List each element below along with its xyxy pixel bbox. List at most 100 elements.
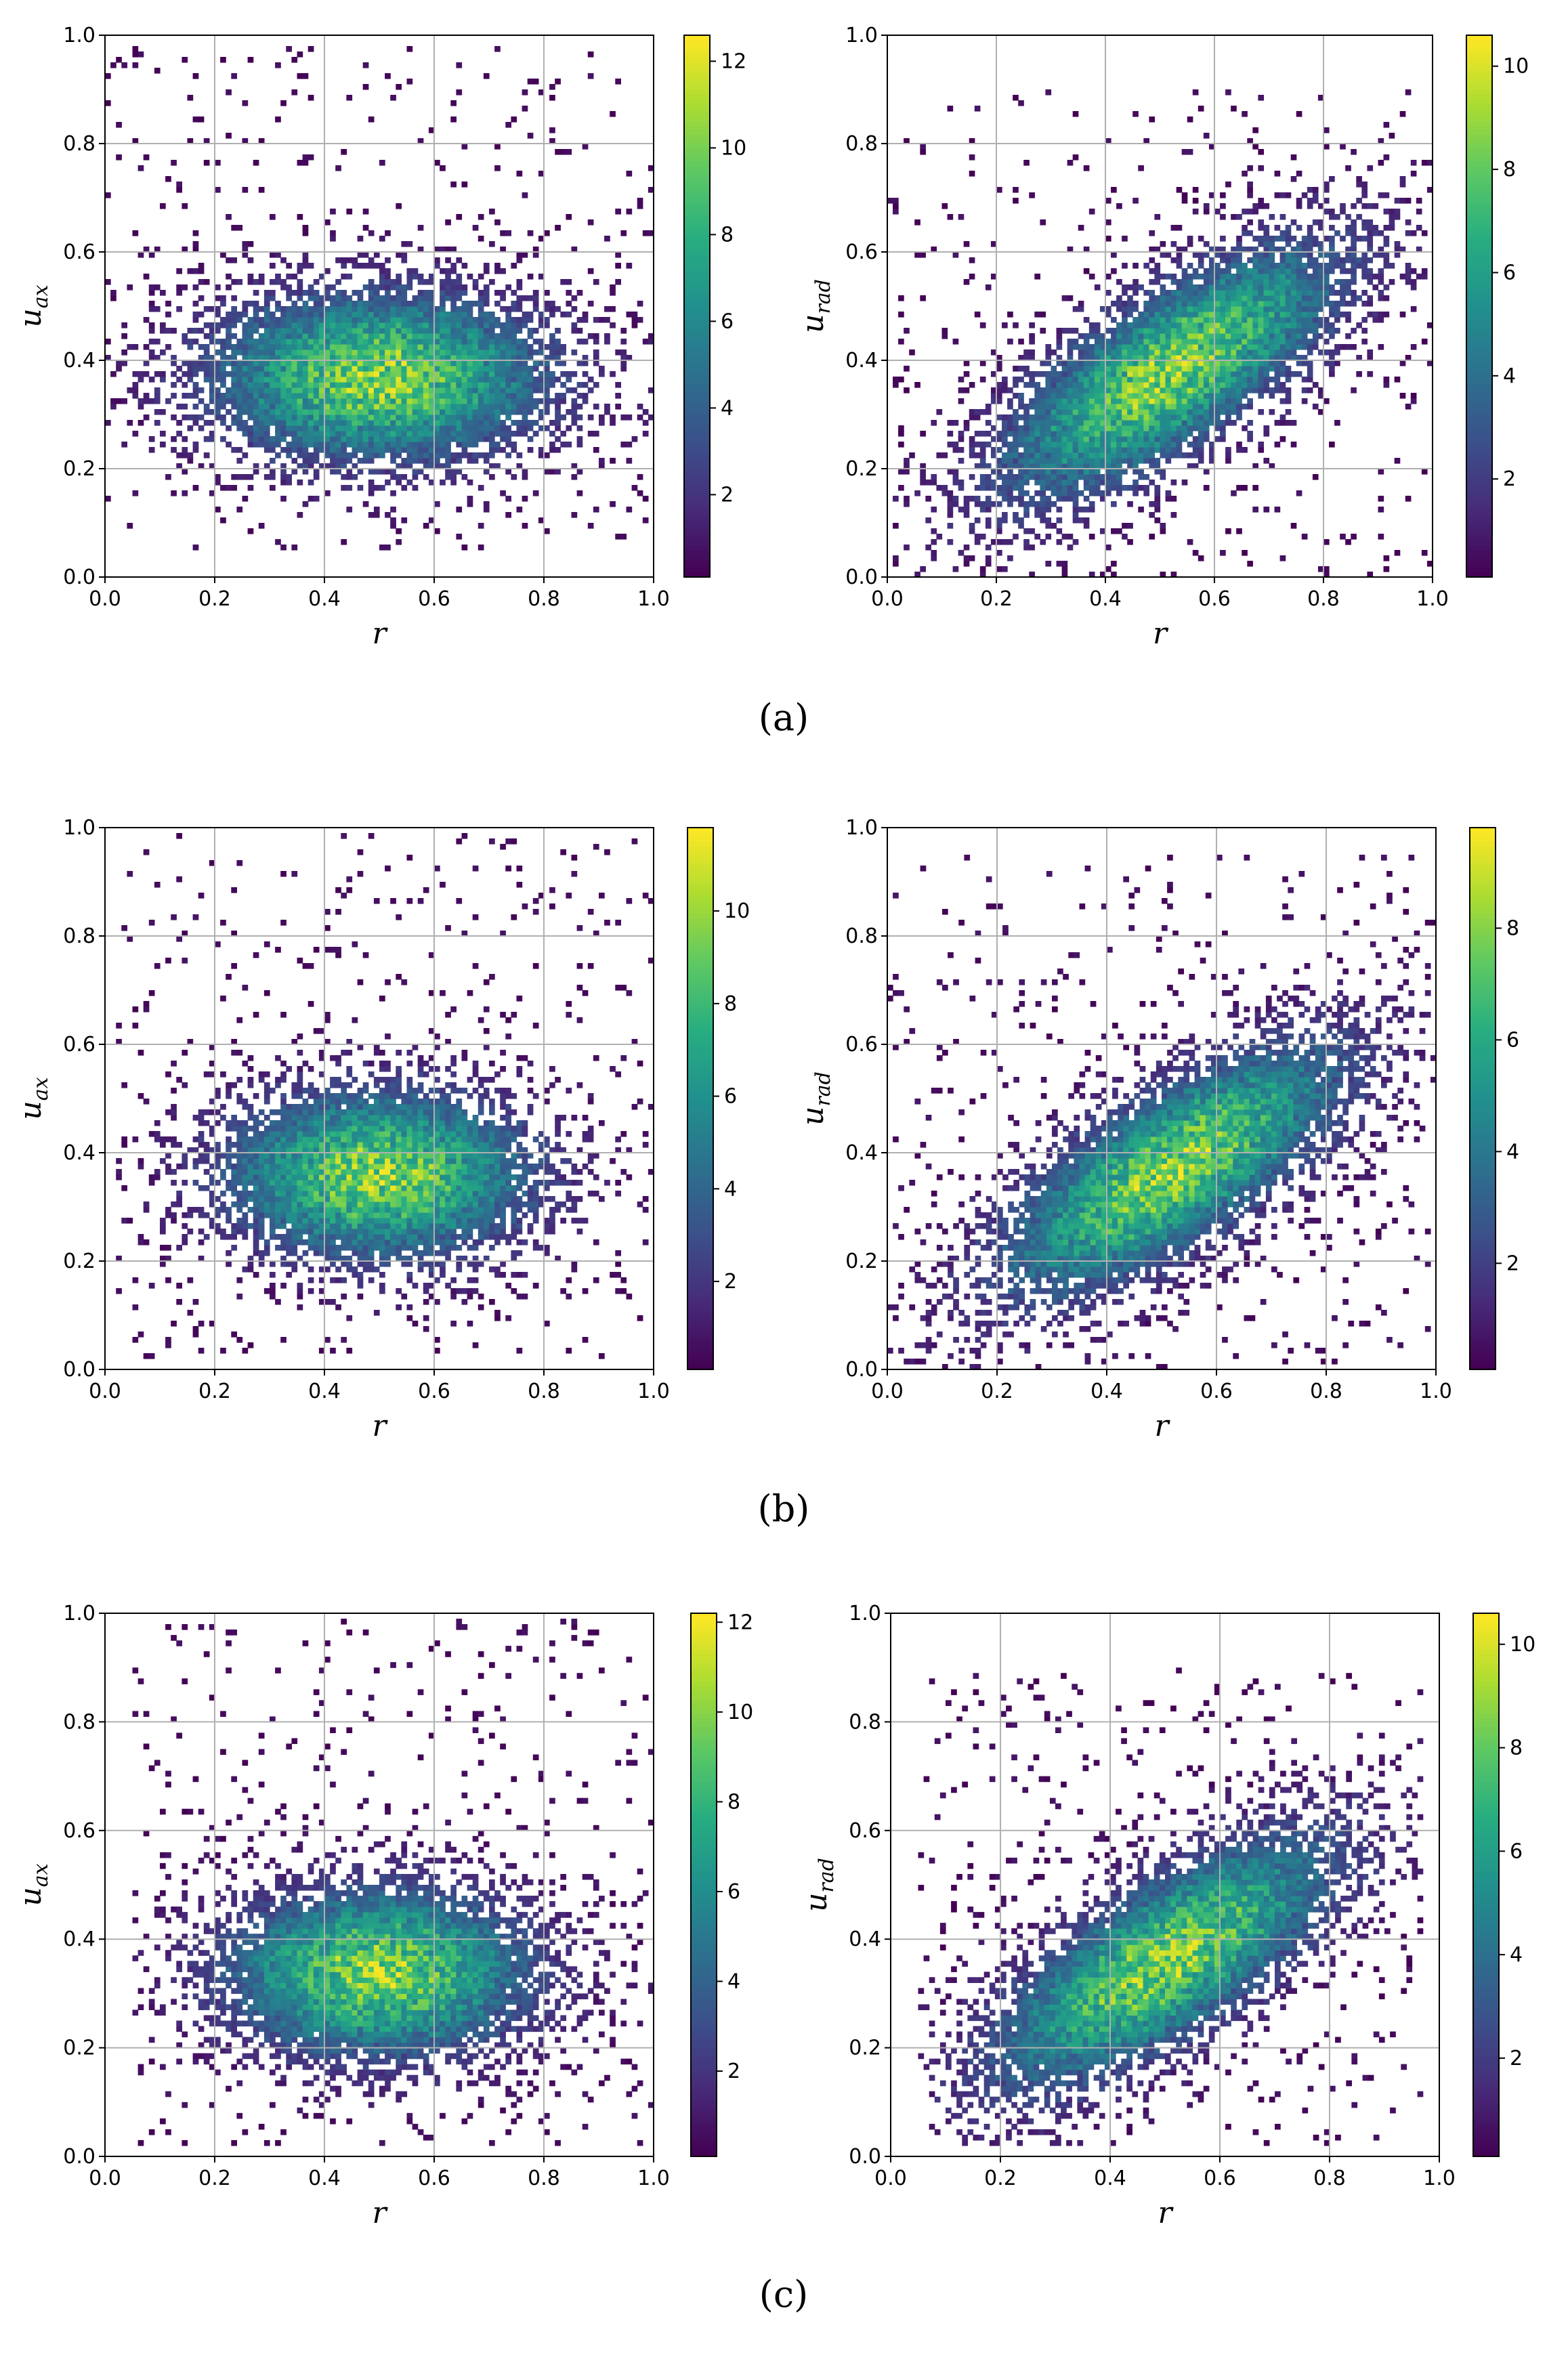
heatmap-cell xyxy=(1013,512,1019,518)
heatmap-cell xyxy=(1034,404,1040,410)
heatmap-cell xyxy=(270,404,276,410)
heatmap-cell xyxy=(1301,355,1308,361)
heatmap-cell xyxy=(297,73,303,79)
heatmap-cell xyxy=(1317,295,1324,301)
heatmap-cell xyxy=(1285,230,1292,236)
heatmap-cell xyxy=(478,366,484,372)
heatmap-cell xyxy=(1149,463,1156,469)
heatmap-cell xyxy=(920,566,926,572)
heatmap-cell xyxy=(1231,387,1237,393)
heatmap-cell xyxy=(346,322,353,328)
heatmap-cell xyxy=(1203,349,1210,356)
heatmap-cell xyxy=(242,404,249,410)
heatmap-cell xyxy=(423,312,429,318)
heatmap-cell xyxy=(220,295,226,301)
heatmap-cell xyxy=(505,344,511,350)
heatmap-cell xyxy=(1083,377,1090,383)
heatmap-cell xyxy=(1056,420,1063,426)
heatmap-cell xyxy=(969,414,975,421)
heatmap-cell xyxy=(297,279,303,285)
heatmap-cell xyxy=(346,393,353,399)
heatmap-cell xyxy=(505,306,511,312)
heatmap-cell xyxy=(456,414,463,421)
heatmap-cell xyxy=(385,371,391,377)
heatmap-cell xyxy=(631,485,638,491)
heatmap-cell xyxy=(483,328,490,334)
heatmap-cell xyxy=(258,355,265,361)
heatmap-cell xyxy=(1279,360,1286,366)
heatmap-cell xyxy=(368,344,375,350)
heatmap-cell xyxy=(461,414,468,421)
heatmap-cell xyxy=(1160,398,1166,404)
heatmap-cell xyxy=(1269,409,1275,415)
heatmap-cell xyxy=(1307,306,1313,312)
heatmap-cell xyxy=(1105,485,1111,491)
heatmap-cell xyxy=(1279,312,1286,318)
heatmap-cell xyxy=(532,301,539,307)
heatmap-cell xyxy=(1263,333,1270,339)
heatmap-cell xyxy=(291,469,298,475)
heatmap-cell xyxy=(1160,301,1166,307)
heatmap-cell xyxy=(247,414,254,421)
heatmap-cell xyxy=(1154,328,1161,334)
heatmap-cell xyxy=(445,257,451,263)
heatmap-cell xyxy=(275,425,281,431)
heatmap-cell xyxy=(1088,431,1095,437)
heatmap-cell xyxy=(362,209,369,215)
heatmap-cell xyxy=(505,425,511,431)
heatmap-cell xyxy=(379,263,385,269)
heatmap-cell xyxy=(1111,425,1117,431)
heatmap-cell xyxy=(1132,344,1139,350)
heatmap-cell xyxy=(1034,382,1040,388)
heatmap-cell xyxy=(1252,263,1258,269)
heatmap-cell xyxy=(1285,257,1292,263)
heatmap-cell xyxy=(461,344,468,350)
heatmap-cell xyxy=(203,160,210,166)
heatmap-cell xyxy=(456,382,463,388)
heatmap-cell xyxy=(428,333,435,339)
heatmap-cell xyxy=(390,322,396,328)
heatmap-cell xyxy=(450,366,457,372)
heatmap-cell xyxy=(516,339,523,345)
heatmap-cell xyxy=(979,474,986,480)
heatmap-cell xyxy=(1165,344,1172,350)
colorbar-segment xyxy=(684,297,710,302)
heatmap-cell xyxy=(1056,528,1063,534)
heatmap-cell xyxy=(1149,409,1156,415)
heatmap-cell xyxy=(1225,393,1231,399)
heatmap-cell xyxy=(368,284,375,291)
heatmap-cell xyxy=(549,431,555,437)
heatmap-cell xyxy=(1192,371,1199,377)
heatmap-cell xyxy=(1307,236,1313,242)
heatmap-cell xyxy=(1258,371,1265,377)
y-tick-label: 0.0 xyxy=(63,566,96,589)
heatmap-cell xyxy=(1149,371,1156,377)
heatmap-cell xyxy=(1143,442,1149,448)
heatmap-cell xyxy=(1023,382,1030,388)
heatmap-cell xyxy=(1231,344,1237,350)
heatmap-cell xyxy=(1274,382,1281,388)
heatmap-cell xyxy=(1301,290,1308,296)
heatmap-cell xyxy=(1170,436,1177,442)
heatmap-cell xyxy=(330,360,336,366)
heatmap-cell xyxy=(417,436,424,442)
heatmap-cell xyxy=(1269,312,1275,318)
heatmap-cell xyxy=(1198,312,1204,318)
heatmap-cell xyxy=(1045,425,1052,431)
heatmap-cell xyxy=(1034,436,1040,442)
heatmap-cell xyxy=(428,279,435,285)
heatmap-cell xyxy=(631,312,638,318)
heatmap-cell xyxy=(368,480,375,486)
heatmap-cell xyxy=(450,409,457,415)
heatmap-cell xyxy=(1225,301,1231,307)
heatmap-cell xyxy=(1160,572,1166,578)
heatmap-cell xyxy=(1165,349,1172,356)
heatmap-cell xyxy=(1088,209,1095,215)
heatmap-cell xyxy=(1247,420,1253,426)
heatmap-cell xyxy=(538,387,545,393)
heatmap-cell xyxy=(1045,344,1052,350)
heatmap-cell xyxy=(357,409,364,415)
heatmap-cell xyxy=(1198,377,1204,383)
heatmap-cell xyxy=(450,301,457,307)
heatmap-cell xyxy=(1187,431,1193,437)
